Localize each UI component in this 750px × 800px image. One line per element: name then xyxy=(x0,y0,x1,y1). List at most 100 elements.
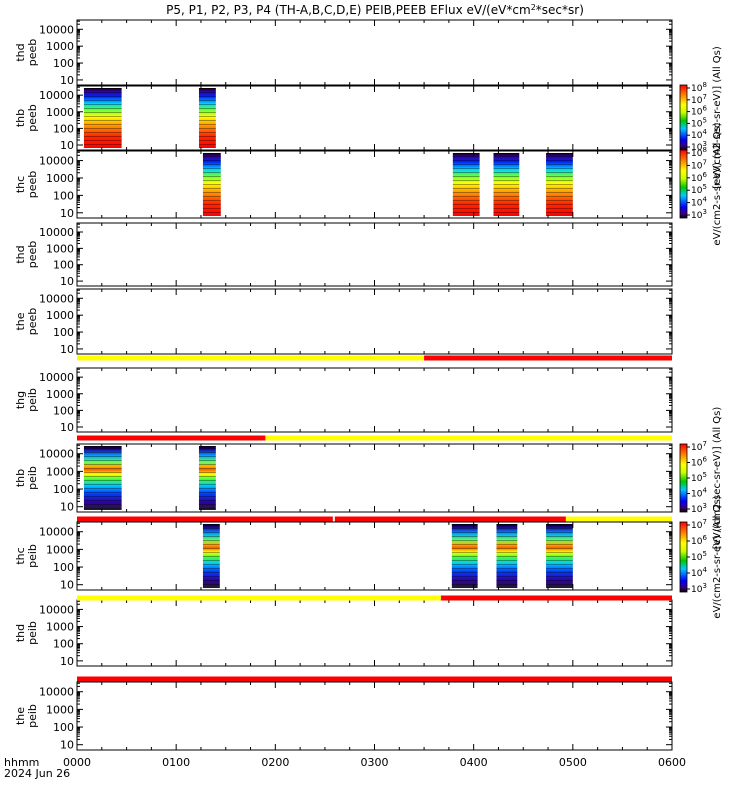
spectrum-texture xyxy=(546,153,573,216)
panel-thd-peeb: 10000 1000 100 10 thd peeb xyxy=(14,19,673,87)
colorbar-tick-label: 104 xyxy=(691,196,707,209)
panel-frame xyxy=(76,599,673,667)
spectrum-texture xyxy=(202,524,220,588)
y-tick-label: 10000 xyxy=(39,23,74,36)
panel-frame xyxy=(76,367,673,433)
y-tick-label: 1000 xyxy=(46,543,74,556)
y-tick-label: 10 xyxy=(60,501,74,514)
panel-thd-peeb: 10000 1000 100 10 thd peeb xyxy=(14,222,673,288)
spectrum-texture xyxy=(452,153,480,216)
y-tick-label: 1000 xyxy=(46,309,74,322)
y-tick-label: 100 xyxy=(53,561,74,574)
mode-segment-fast xyxy=(77,435,266,441)
y-tick-label: 100 xyxy=(53,721,74,734)
mode-bar xyxy=(77,355,672,361)
colorbar-label: [eV/(cm2-sec-sr-eV)] (All Qs) xyxy=(712,46,723,189)
panel-frame xyxy=(76,19,673,86)
spectrum-texture xyxy=(198,446,216,510)
y-tick-label: 1000 xyxy=(46,172,74,185)
y-tick-label: 10 xyxy=(60,343,74,356)
panel-the-peeb: 10000 1000 100 10 the peeb xyxy=(14,288,673,356)
colorbar-iesa: 103 104 105 106 107 [eV/(cm2-sec-sr-eV)] (All… xyxy=(679,407,723,549)
panel-thc-peeb: 10000 1000 100 10 thc peeb xyxy=(14,150,673,220)
y-tick-label: 10000 xyxy=(39,155,74,168)
mode-segment-slow xyxy=(565,516,672,522)
colorbar-tick-label: 103 xyxy=(691,502,707,515)
colorbar-tick-label: 104 xyxy=(691,487,707,500)
x-tick-label: 0600 xyxy=(658,756,686,769)
mode-bar xyxy=(77,676,672,682)
panel-probe-label: thc xyxy=(14,547,27,564)
y-tick-label: 1000 xyxy=(46,242,74,255)
colorbar-tick-label: 106 xyxy=(691,456,707,469)
panel-probe-label: thb xyxy=(14,469,27,487)
colorbar-scale xyxy=(679,149,688,219)
x-tick-label: 0200 xyxy=(261,756,289,769)
y-tick-label: 1000 xyxy=(46,106,74,119)
colorbar-label: eV/(cm2-s-sr-eV) (All Qs) xyxy=(712,495,723,618)
spectrum-texture xyxy=(198,88,216,148)
mode-segment-fast xyxy=(77,676,672,682)
y-tick-label: 10 xyxy=(60,275,74,288)
y-tick-label: 100 xyxy=(53,122,74,135)
x-tick-label: 0000 xyxy=(63,756,91,769)
y-tick-label: 10 xyxy=(60,739,74,752)
colorbar-tick-label: 106 xyxy=(691,534,707,547)
colorbar-scale xyxy=(679,443,688,513)
mode-segment-fast xyxy=(77,516,333,522)
x-tick-label: 0100 xyxy=(162,756,190,769)
spectrum-texture xyxy=(493,153,520,216)
panel-frame xyxy=(76,150,673,219)
y-tick-label: 1000 xyxy=(46,621,74,634)
panel-product-label: peeb xyxy=(26,171,39,199)
panel-frame xyxy=(76,521,673,591)
mode-bar xyxy=(77,435,672,441)
y-tick-label: 10 xyxy=(60,579,74,592)
y-tick-label: 10000 xyxy=(39,686,74,699)
y-tick-label: 10000 xyxy=(39,371,74,384)
spectrum-texture xyxy=(83,446,122,510)
panel-frame xyxy=(76,443,673,513)
y-tick-label: 10 xyxy=(60,421,74,434)
panel-probe-label: thb xyxy=(14,109,27,127)
panel-product-label: peeb xyxy=(26,39,39,67)
panel-product-label: peib xyxy=(26,466,39,490)
panel-thd-peib: 10000 1000 100 10 thd peib xyxy=(14,599,673,668)
y-tick-label: 10000 xyxy=(39,89,74,102)
colorbar-tick-label: 107 xyxy=(691,518,707,531)
spectrum-texture xyxy=(496,524,518,588)
time-axis: 0000 0100 0200 0300 0400 0500 0600 xyxy=(63,756,686,769)
colorbar-tick-label: 105 xyxy=(691,550,707,563)
y-tick-label: 10000 xyxy=(39,292,74,305)
spectrum-texture xyxy=(546,524,573,588)
panel-product-label: peib xyxy=(26,621,39,645)
y-tick-label: 100 xyxy=(53,326,74,339)
y-tick-label: 1000 xyxy=(46,703,74,716)
panel-frame xyxy=(76,222,673,287)
panel-frame xyxy=(76,85,673,151)
y-tick-label: 1000 xyxy=(46,465,74,478)
panel-product-label: peeb xyxy=(26,104,39,132)
x-tick-label: 0300 xyxy=(361,756,389,769)
mode-segment-slow xyxy=(265,435,672,441)
colorbar-tick-label: 103 xyxy=(691,582,707,595)
panel-thb-peeb: 10000 1000 100 10 thb peeb xyxy=(14,85,673,152)
colorbar-tick-label: 105 xyxy=(691,471,707,484)
mode-bar xyxy=(77,516,672,522)
mode-segment-slow xyxy=(77,355,425,361)
y-tick-label: 100 xyxy=(53,189,74,202)
y-tick-label: 1000 xyxy=(46,40,74,53)
spectrum-texture xyxy=(83,88,122,148)
figure-title: P5, P1, P2, P3, P4 (TH-A,B,C,D,E) PEIB,P… xyxy=(166,3,584,18)
panel-the-peib: 10000 1000 100 10 the peib xyxy=(14,681,673,752)
mode-segment-fast xyxy=(440,595,672,601)
panel-probe-label: thd xyxy=(14,43,27,61)
colorbar-tick-label: 107 xyxy=(691,158,707,171)
colorbar-label: eV/(cm2-s-sr-eV) (All Qs) xyxy=(712,122,723,245)
y-tick-label: 10 xyxy=(60,139,74,152)
panel-probe-label: thd xyxy=(14,624,27,642)
colorbar-tick-label: 104 xyxy=(691,566,707,579)
